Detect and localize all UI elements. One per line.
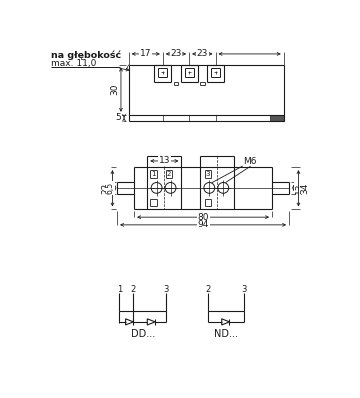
Text: 6,5: 6,5 <box>105 182 114 194</box>
Text: max. 11,0: max. 11,0 <box>51 59 96 68</box>
Text: 1: 1 <box>151 171 156 177</box>
Text: 5: 5 <box>116 113 122 122</box>
Text: 22: 22 <box>102 182 111 193</box>
Text: 3: 3 <box>206 171 210 177</box>
Text: 94: 94 <box>197 220 209 229</box>
Text: 3: 3 <box>242 285 247 294</box>
Text: 1: 1 <box>117 285 122 294</box>
Text: 2: 2 <box>205 285 210 294</box>
Bar <box>270 115 284 121</box>
Text: 13: 13 <box>295 182 304 194</box>
Text: DD...: DD... <box>131 329 155 339</box>
Text: ND...: ND... <box>213 329 238 339</box>
Text: M6: M6 <box>243 157 256 166</box>
Text: 13: 13 <box>159 156 170 166</box>
Text: 3: 3 <box>163 285 168 294</box>
Text: 23: 23 <box>197 49 208 59</box>
Text: 2: 2 <box>167 171 171 177</box>
Text: 23: 23 <box>170 49 182 59</box>
Text: 80: 80 <box>197 213 209 222</box>
Text: 17: 17 <box>140 49 152 59</box>
Text: 2: 2 <box>131 285 136 294</box>
Text: 30: 30 <box>110 84 119 95</box>
Text: na głębokość: na głębokość <box>51 51 121 60</box>
Text: 34: 34 <box>300 182 309 193</box>
